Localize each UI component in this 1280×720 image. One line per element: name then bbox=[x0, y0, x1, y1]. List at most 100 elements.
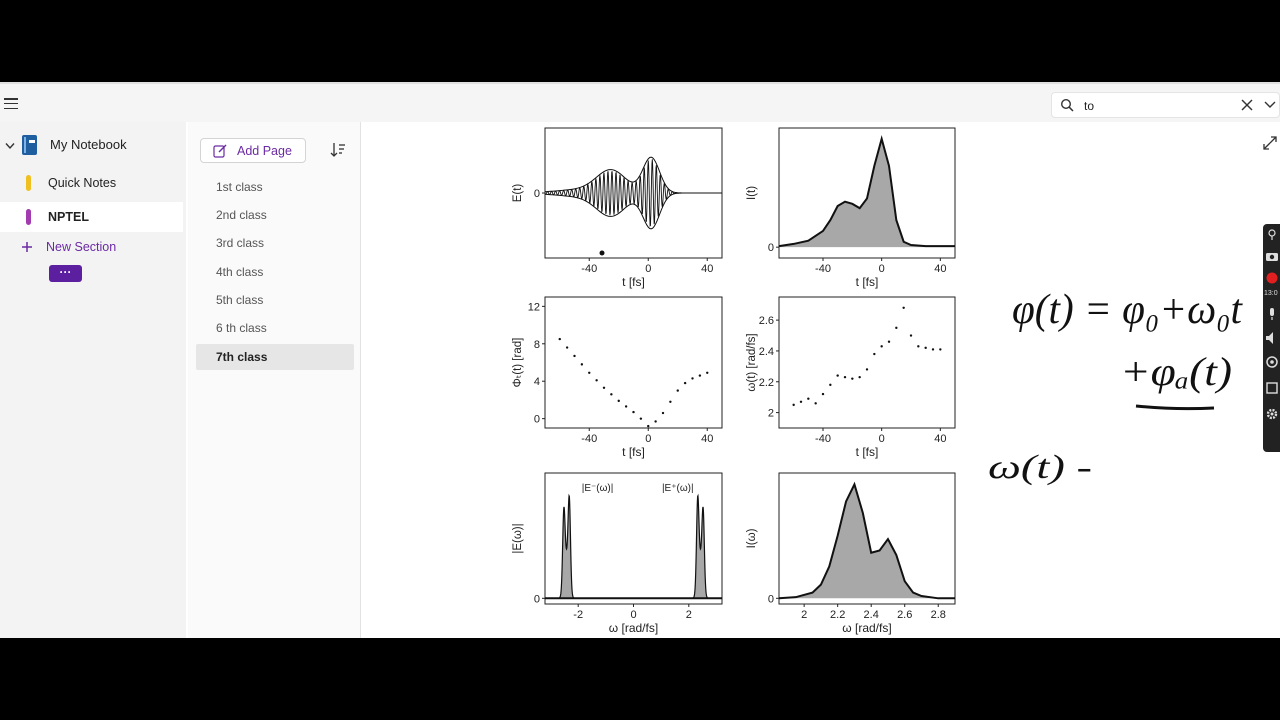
y-tick-label: 12 bbox=[528, 301, 540, 313]
x-tick-label: 2 bbox=[686, 609, 692, 621]
frequency-point bbox=[799, 400, 803, 403]
x-axis-label: t [fs] bbox=[856, 445, 879, 459]
plot-frame bbox=[544, 296, 723, 429]
x-axis-label: ω [rad/fs] bbox=[842, 621, 891, 635]
page-item[interactable]: 2nd class bbox=[196, 202, 354, 228]
y-tick-label: 0 bbox=[768, 593, 774, 605]
y-axis-label: I(t) bbox=[746, 186, 758, 200]
x-tick-label: 0 bbox=[645, 263, 651, 275]
phase-point bbox=[698, 374, 702, 377]
phase-point bbox=[580, 363, 584, 366]
x-axis-label: ω [rad/fs] bbox=[609, 621, 658, 635]
phase-point bbox=[617, 399, 620, 403]
y-tick-label: 8 bbox=[534, 339, 540, 351]
page-item[interactable]: 4th class bbox=[196, 259, 354, 285]
phase-point bbox=[654, 420, 657, 423]
gear-icon[interactable] bbox=[1266, 408, 1278, 420]
more-options-button[interactable]: ··· bbox=[49, 265, 82, 282]
y-axis-label: I(ω) bbox=[746, 528, 758, 548]
frequency-point bbox=[931, 348, 935, 351]
page-label: 4th class bbox=[216, 265, 264, 279]
handwriting-line-2: +φₐ(t) bbox=[1120, 349, 1232, 394]
page-item[interactable]: 1st class bbox=[196, 174, 354, 200]
y-tick-label: 0 bbox=[534, 188, 540, 200]
pages-panel: Add Page 1st class 2nd class 3rd class 4… bbox=[188, 122, 361, 638]
y-tick-label: 4 bbox=[534, 376, 540, 388]
phase-point bbox=[624, 405, 628, 408]
sort-icon[interactable] bbox=[330, 142, 346, 158]
y-tick-label: 2.2 bbox=[759, 377, 774, 389]
close-icon[interactable] bbox=[1240, 98, 1254, 112]
phase-point bbox=[595, 379, 598, 382]
new-section-label: New Section bbox=[46, 240, 117, 254]
section-quick-notes[interactable]: Quick Notes bbox=[0, 168, 183, 198]
page-item[interactable]: 6 th class bbox=[196, 315, 354, 341]
frequency-point bbox=[836, 374, 839, 377]
plus-icon bbox=[22, 242, 32, 252]
page-label: 7th class bbox=[216, 350, 268, 364]
frequency-point bbox=[865, 368, 869, 371]
pen-dot bbox=[599, 250, 605, 256]
frequency-point bbox=[843, 375, 847, 379]
note-canvas[interactable]: -40 0 40 0 t [fs] E(t) -40 0 40 0 t [fs] I(t) -40 0 40… bbox=[362, 122, 1280, 638]
pin-icon[interactable] bbox=[1266, 228, 1278, 240]
frequency-point bbox=[902, 306, 905, 309]
page-item[interactable]: 5th class bbox=[196, 287, 354, 313]
x-tick-label: 2 bbox=[801, 609, 807, 621]
intensity-area bbox=[779, 138, 955, 248]
y-axis-label: ω(t) [rad/fs] bbox=[746, 333, 758, 391]
page-label: 1st class bbox=[216, 180, 263, 194]
y-axis-label: E(t) bbox=[512, 184, 524, 203]
record-icon[interactable] bbox=[1266, 272, 1278, 284]
frequency-point bbox=[924, 346, 927, 350]
x-tick-label: -40 bbox=[581, 263, 597, 275]
x-axis-label: t [fs] bbox=[622, 275, 645, 289]
x-tick-label: 0 bbox=[645, 433, 651, 445]
section-nptel[interactable]: NPTEL bbox=[0, 202, 183, 232]
spectrum-line bbox=[778, 481, 955, 600]
page-item-active[interactable]: 7th class bbox=[196, 344, 354, 370]
page-label: 3rd class bbox=[216, 236, 265, 250]
search-input[interactable] bbox=[1082, 96, 1236, 116]
onenote-window: My Notebook Quick Notes NPTEL New Sectio… bbox=[0, 82, 1280, 638]
handwriting-underline bbox=[1135, 404, 1215, 411]
phase-point bbox=[558, 337, 561, 341]
window-icon[interactable] bbox=[1266, 382, 1278, 394]
chevron-down-icon[interactable] bbox=[5, 142, 15, 150]
x-tick-label: 0 bbox=[879, 433, 885, 445]
recording-toolbar: 13:0 bbox=[1263, 224, 1280, 452]
frequency-point bbox=[792, 403, 795, 407]
frequency-point bbox=[829, 383, 832, 387]
plot-frame bbox=[778, 296, 956, 429]
frequency-point bbox=[895, 326, 898, 330]
new-section-button[interactable]: New Section bbox=[0, 232, 183, 262]
frequency-point bbox=[858, 375, 861, 379]
frequency-point bbox=[807, 397, 810, 400]
chevron-down-icon[interactable] bbox=[1264, 100, 1276, 110]
webcam-icon[interactable] bbox=[1266, 356, 1278, 368]
handwriting-line-1: φ(t) = φ₀+ω₀t bbox=[1012, 287, 1243, 333]
recording-timer: 13:0 bbox=[1264, 290, 1278, 297]
expand-icon[interactable] bbox=[1263, 136, 1277, 150]
notebook-icon bbox=[22, 135, 37, 155]
section-color-tab bbox=[26, 175, 31, 191]
y-tick-label: 0 bbox=[534, 414, 540, 426]
frequency-point bbox=[939, 348, 942, 351]
section-label: NPTEL bbox=[48, 210, 89, 224]
y-tick-label: 2 bbox=[768, 408, 774, 420]
y-tick-label: 0 bbox=[768, 242, 774, 254]
speaker-icon[interactable] bbox=[1266, 332, 1278, 344]
hamburger-menu-icon[interactable] bbox=[4, 98, 18, 110]
microphone-icon[interactable] bbox=[1266, 308, 1278, 320]
frequency-point bbox=[909, 334, 913, 337]
search-box[interactable] bbox=[1051, 92, 1280, 118]
page-item[interactable]: 3rd class bbox=[196, 230, 354, 256]
phase-point bbox=[647, 424, 650, 428]
add-page-button[interactable]: Add Page bbox=[200, 138, 306, 163]
phase-point bbox=[588, 371, 591, 374]
x-tick-label: -40 bbox=[815, 263, 831, 275]
phase-point bbox=[632, 410, 635, 414]
notebook-header[interactable]: My Notebook bbox=[0, 126, 183, 164]
phase-point bbox=[691, 377, 694, 380]
camera-icon[interactable] bbox=[1266, 250, 1278, 262]
